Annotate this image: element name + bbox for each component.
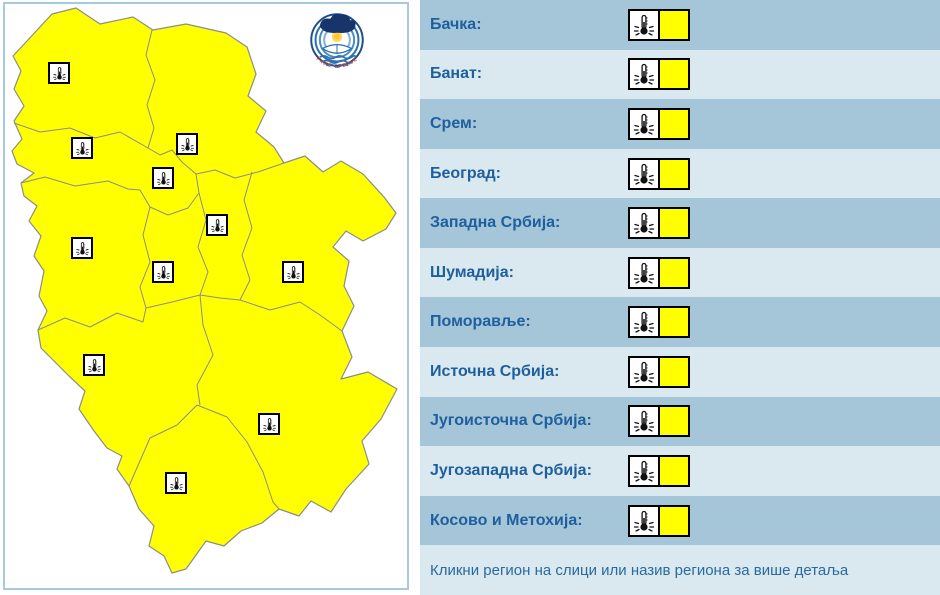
low-temperature-icon [630,506,658,535]
warning-indicator [628,207,690,240]
low-temperature-icon [630,109,658,138]
map-warning-icon-sumadija[interactable] [152,261,174,283]
region-name-link[interactable]: Источна Србија: [430,362,560,380]
serbia-outline [11,7,398,574]
low-temperature-icon [630,60,658,89]
warning-indicator [628,306,690,339]
map-panel: РХМЗ СРБИЈЕ [0,0,414,595]
region-row-banat[interactable]: Банат: [420,49,940,100]
map-warning-icon-srem[interactable] [71,137,93,159]
footer-row: Кликни регион на слици или назив региона… [420,545,940,595]
low-temperature-icon [630,258,658,287]
serbia-map[interactable] [0,0,414,595]
region-row-sumadija[interactable]: Шумадија: [420,247,940,298]
warning-level-box [660,10,688,39]
region-row-srem[interactable]: Срем: [420,99,940,149]
map-warning-icon-banat[interactable] [176,133,198,155]
warning-indicator [628,58,690,91]
low-temperature-icon [630,308,658,337]
warning-level-box [660,60,688,89]
region-name-link[interactable]: Београд: [430,164,501,182]
region-row-pomoravlje[interactable]: Поморавље: [420,297,940,348]
warning-level-box [660,506,688,535]
warning-level-box [660,456,688,485]
region-name-link[interactable]: Југозападна Србија: [430,461,592,479]
warning-level-box [660,407,688,436]
low-temperature-icon [630,209,658,238]
map-warning-icon-jugoistocna-srbija[interactable] [258,413,280,435]
region-row-beograd[interactable]: Београд: [420,148,940,199]
rhmz-serbia-logo: РХМЗ СРБИЈЕ [304,9,370,75]
warning-level-box [660,109,688,138]
region-name-link[interactable]: Шумадија: [430,263,514,281]
region-row-istocna-srbija[interactable]: Источна Србија: [420,347,940,397]
warning-indicator [628,107,690,140]
map-warning-icon-beograd[interactable] [152,167,174,189]
warning-indicator [628,454,690,487]
warning-indicator [628,157,690,190]
warning-level-box [660,357,688,386]
logo-cloud [319,13,356,33]
region-row-jugoistocna-srbija[interactable]: Југоисточна Србија: [420,396,940,447]
map-warning-icon-pomoravlje[interactable] [206,214,228,236]
warning-indicator [628,355,690,388]
low-temperature-icon [630,456,658,485]
warning-level-box [660,159,688,188]
footer-instruction: Кликни регион на слици или назив региона… [430,561,849,579]
map-warning-icon-jugozapadna-srbija[interactable] [83,354,105,376]
region-name-link[interactable]: Поморавље: [430,313,531,331]
low-temperature-icon [630,407,658,436]
region-name-link[interactable]: Банат: [430,65,483,83]
region-row-jugozapadna-srbija[interactable]: Југозападна Србија: [420,446,940,496]
map-warning-icon-kosovo-i-metohija[interactable] [165,472,187,494]
logo-sun-core [334,33,340,40]
warning-indicator [628,8,690,41]
low-temperature-icon [630,357,658,386]
region-name-link[interactable]: Југоисточна Србија: [430,412,592,430]
warning-indicator [628,504,690,537]
map-warning-icon-istocna-srbija[interactable] [282,261,304,283]
region-name-link[interactable]: Бачка: [430,15,482,33]
region-list: Бачка: Банат: Срем: Београд: [420,0,940,595]
warning-level-box [660,308,688,337]
region-name-link[interactable]: Западна Србија: [430,214,561,232]
warning-indicator [628,405,690,438]
region-row-kosovo-i-metohija[interactable]: Косово и Метохија: [420,495,940,546]
region-name-link[interactable]: Косово и Метохија: [430,511,583,529]
region-row-zapadna-srbija[interactable]: Западна Србија: [420,198,940,248]
map-warning-icon-backa[interactable] [48,62,70,84]
low-temperature-icon [630,159,658,188]
region-row-backa[interactable]: Бачка: [420,0,940,50]
region-borders [13,29,343,510]
warning-level-box [660,258,688,287]
low-temperature-icon [630,10,658,39]
region-name-link[interactable]: Срем: [430,114,478,132]
warning-indicator [628,256,690,289]
logo-waves [319,55,357,68]
map-icon-layer [0,0,414,595]
map-warning-icon-zapadna-srbija[interactable] [71,237,93,259]
warning-level-box [660,209,688,238]
